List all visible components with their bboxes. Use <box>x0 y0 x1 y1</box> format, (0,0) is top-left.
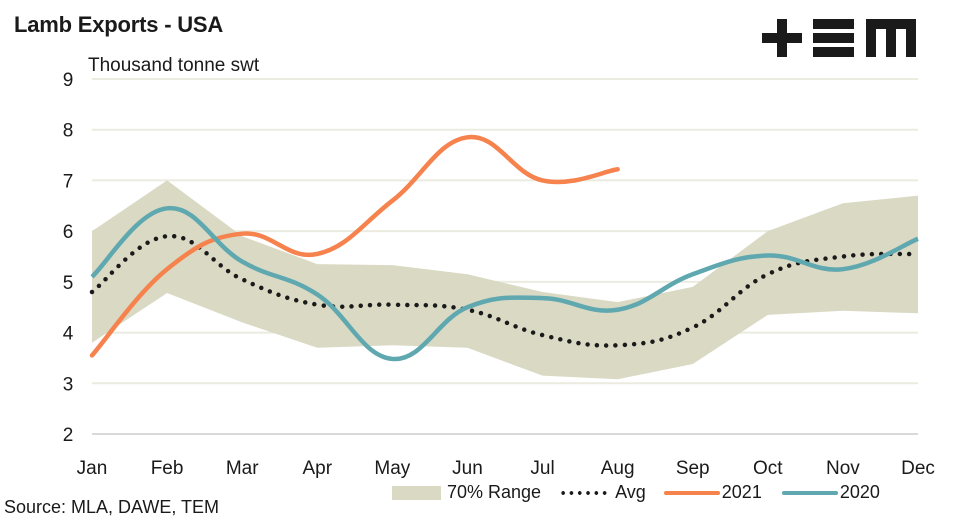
y-tick-label: 5 <box>63 273 74 294</box>
range-band <box>92 180 918 380</box>
x-tick-label: Jul <box>530 458 554 479</box>
x-tick-label: Aug <box>601 458 635 479</box>
y-tick-label: 2 <box>63 425 74 446</box>
legend-item-range: 70% Range <box>392 482 541 503</box>
x-tick-label: Dec <box>901 458 935 479</box>
legend-item-avg: Avg <box>559 482 646 503</box>
y-axis-label: Thousand tonne swt <box>88 55 260 76</box>
series-line-avg <box>89 233 921 348</box>
legend-swatch-2021 <box>663 490 720 495</box>
x-tick-label: Jan <box>77 458 108 479</box>
x-tick-label: Oct <box>753 458 783 479</box>
series-line-2020 <box>90 206 919 362</box>
x-tick-labels: Jan Feb Mar Apr May Jun Jul Aug Sep Oct Nov Dec <box>77 458 935 479</box>
y-tick-label: 4 <box>63 324 74 345</box>
source-note: Source: MLA, DAWE, TEM <box>4 497 220 517</box>
series-line-2021 <box>89 135 620 358</box>
range-band-area <box>92 180 918 380</box>
x-tick-label: Feb <box>151 458 184 479</box>
legend-label-avg: Avg <box>615 482 646 502</box>
legend-item-2020: 2020 <box>781 482 880 503</box>
x-tick-label: Jun <box>452 458 483 479</box>
y-tick-label: 9 <box>63 70 74 91</box>
legend-swatch-2020 <box>781 490 838 495</box>
x-tick-label: Apr <box>302 458 332 479</box>
legend-label-range: 70% Range <box>447 482 542 502</box>
legend-label-2021: 2021 <box>721 482 762 502</box>
x-tick-label: May <box>374 458 410 479</box>
x-tick-label: Sep <box>676 458 710 479</box>
legend-label-2020: 2020 <box>839 482 880 502</box>
legend-item-2021: 2021 <box>663 482 762 503</box>
tem-logo-icon <box>762 19 916 57</box>
y-tick-label: 3 <box>63 374 74 395</box>
y-tick-labels: 2 3 4 5 6 7 8 9 <box>63 70 74 446</box>
chart-title: Lamb Exports - USA <box>14 12 224 37</box>
x-tick-label: Nov <box>826 458 860 479</box>
y-tick-label: 6 <box>63 222 74 243</box>
legend-swatch-range <box>392 485 441 500</box>
x-tick-label: Mar <box>226 458 259 479</box>
y-tick-label: 8 <box>63 121 74 142</box>
legend-swatch-avg <box>559 490 610 495</box>
legend: 70% Range Avg 2021 2020 <box>392 482 890 503</box>
series-lines <box>89 135 921 362</box>
y-tick-label: 7 <box>63 171 74 192</box>
